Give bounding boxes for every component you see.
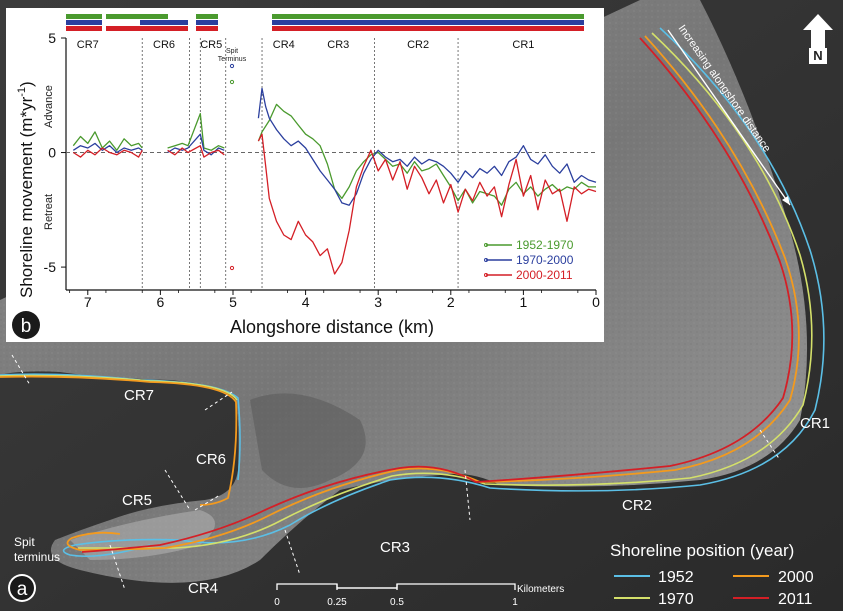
map-label-cr2: CR2 bbox=[622, 497, 652, 514]
x-tick-label-3: 4 bbox=[302, 294, 310, 310]
legend-label-2000: 2000 bbox=[778, 569, 814, 586]
reach-boundaries bbox=[141, 38, 459, 290]
chart-reach-label-cr4: CR4 bbox=[273, 39, 295, 51]
legend-label-1970: 1970 bbox=[658, 591, 694, 608]
legend-label-1952: 1952 bbox=[658, 569, 694, 586]
map-legend-items: 1952 2000 1970 2011 bbox=[614, 569, 814, 608]
map-reach-dividers bbox=[11, 354, 781, 591]
scale-tick-025: 0.25 bbox=[327, 597, 347, 608]
map-label-cr1: CR1 bbox=[800, 415, 830, 432]
retreat-label: Retreat bbox=[43, 194, 55, 230]
panel-a-letter: a bbox=[17, 579, 28, 600]
north-arrow: N bbox=[803, 14, 833, 64]
alongshore-arrowhead bbox=[782, 196, 790, 205]
shorelines bbox=[0, 27, 825, 558]
chart-panel: CR7 CR6 CR5 CR4 CR3 CR2 CR1 7 6 5 4 3 2 1 050-5 1952-… bbox=[6, 8, 604, 342]
series-line-1970-2000-0 bbox=[72, 142, 143, 154]
chart-reach-label-cr1: CR1 bbox=[512, 39, 534, 51]
map-label-cr5: CR5 bbox=[122, 492, 152, 509]
advance-label: Advance bbox=[43, 85, 55, 128]
chart-reach-labels: CR7 CR6 CR5 CR4 CR3 CR2 CR1 bbox=[77, 39, 535, 51]
chart-series-group bbox=[72, 87, 597, 275]
chart-axes bbox=[65, 38, 596, 291]
legend-title: Shoreline position (year) bbox=[610, 541, 794, 560]
map-label-cr7: CR7 bbox=[124, 387, 154, 404]
map-label-cr4: CR4 bbox=[188, 580, 218, 597]
chart-tick-labels: 7 6 5 4 3 2 1 050-5 bbox=[44, 30, 601, 310]
chart-background bbox=[6, 8, 604, 342]
spit-marker-blue bbox=[229, 63, 235, 69]
scale-title: Kilometers bbox=[517, 584, 564, 595]
y-axis-label: Shoreline movement (m*yr-1) bbox=[16, 81, 36, 298]
x-tick-label-6: 1 bbox=[519, 294, 527, 310]
map-label-cr3: CR3 bbox=[380, 539, 410, 556]
y-tick-label-0: 5 bbox=[48, 30, 56, 46]
map-spit-label-1: Spit bbox=[14, 535, 35, 549]
scale-tick-1: 1 bbox=[512, 597, 518, 608]
series-line-1970-2000-1 bbox=[167, 133, 225, 156]
series-line-2000-2011-2 bbox=[257, 133, 597, 275]
shoreline-2011 bbox=[81, 37, 794, 553]
chart-reach-label-cr3: CR3 bbox=[327, 39, 349, 51]
chart-reach-label-cr2: CR2 bbox=[407, 39, 429, 51]
x-tick-label-5: 2 bbox=[447, 294, 455, 310]
chart-spit-label-2: Terminus bbox=[218, 56, 247, 63]
series-line-1952-1970-1 bbox=[167, 112, 225, 151]
series-line-1952-1970-0 bbox=[72, 131, 143, 151]
chart-legend-marker-2 bbox=[484, 273, 488, 277]
map-reach-labels: CR1 CR2 CR3 CR4 CR5 CR6 CR7 bbox=[122, 387, 830, 597]
x-tick-label-7: 0 bbox=[592, 294, 600, 310]
y-tick-label-1: 0 bbox=[48, 145, 56, 161]
chart-spit-label-1: Spit bbox=[226, 48, 238, 55]
chart-legend-label-0: 1952-1970 bbox=[516, 238, 574, 252]
y-tick-label-2: -5 bbox=[44, 259, 57, 275]
x-tick-label-4: 3 bbox=[374, 294, 382, 310]
chart-reach-label-cr7: CR7 bbox=[77, 39, 99, 51]
map-label-cr6: CR6 bbox=[196, 451, 226, 468]
scale-bar bbox=[276, 583, 516, 590]
series-line-2000-2011-0 bbox=[72, 147, 143, 158]
shoreline-1970 bbox=[0, 32, 813, 549]
chart-legend-label-1: 1970-2000 bbox=[516, 253, 574, 267]
chart-reach-label-cr6: CR6 bbox=[153, 39, 175, 51]
chart-legend-marker-0 bbox=[484, 243, 488, 247]
scale-tick-05: 0.5 bbox=[390, 597, 404, 608]
series-line-1970-2000-2 bbox=[257, 87, 597, 206]
series-line-1952-1970-2 bbox=[257, 103, 596, 206]
alongshore-arrow bbox=[667, 29, 791, 206]
legend-label-2011: 2011 bbox=[778, 591, 813, 608]
x-axis-label: Alongshore distance (km) bbox=[230, 317, 434, 337]
chart-legend-label-2: 2000-2011 bbox=[516, 268, 573, 282]
panel-b-letter: b bbox=[21, 316, 32, 337]
map-spit-label-2: terminus bbox=[14, 550, 60, 564]
north-label: N bbox=[813, 48, 822, 63]
chart-reach-label-cr5: CR5 bbox=[200, 39, 222, 51]
chart-legend-marker-1 bbox=[484, 258, 488, 262]
spit-marker-green bbox=[229, 79, 235, 85]
x-tick-label-1: 6 bbox=[156, 294, 164, 310]
spit-marker-red bbox=[229, 265, 235, 271]
scale-tick-0: 0 bbox=[274, 597, 280, 608]
x-tick-label-0: 7 bbox=[84, 294, 92, 310]
series-line-2000-2011-1 bbox=[167, 145, 225, 158]
coverage-bars bbox=[66, 14, 584, 31]
interior-dark-region bbox=[250, 393, 366, 488]
x-tick-label-2: 5 bbox=[229, 294, 237, 310]
panel-b-badge bbox=[12, 311, 40, 339]
